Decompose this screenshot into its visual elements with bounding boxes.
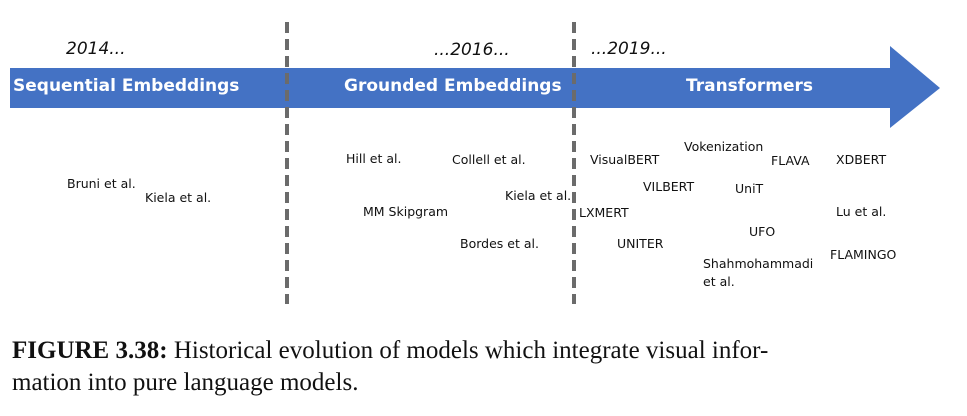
model-collell: Collell et al. — [452, 152, 526, 167]
model-vilbert: VILBERT — [643, 179, 695, 194]
segment-label-transformers: Transformers — [686, 76, 814, 96]
model-shahmohammadi: Shahmohammadi — [703, 256, 814, 271]
model-ufo: UFO — [749, 224, 776, 239]
model-flamingo: FLAMINGO — [830, 247, 897, 262]
model-bruni: Bruni et al. — [67, 176, 136, 191]
segment-label-sequential: Sequential Embeddings — [13, 76, 240, 96]
model-vokenization: Vokenization — [684, 139, 764, 154]
model-visualbert: VisualBERT — [590, 152, 660, 167]
model-uniter: UNITER — [617, 236, 664, 251]
model-xdbert: XDBERT — [836, 152, 887, 167]
figure-label: FIGURE 3.38: — [12, 337, 168, 364]
caption-text-line2: mation into pure language models. — [12, 369, 359, 396]
segment-label-grounded: Grounded Embeddings — [344, 76, 562, 96]
model-bordes: Bordes et al. — [460, 236, 539, 251]
year-label-2014: 2014... — [66, 39, 126, 59]
timeline-arrow-shape — [10, 46, 940, 128]
model-kiela-grounded: Kiela et al. — [505, 188, 572, 203]
timeline-arrow — [10, 46, 940, 128]
model-lxmert: LXMERT — [579, 205, 629, 220]
figure-caption: FIGURE 3.38: Historical evolution of mod… — [12, 335, 957, 399]
model-unit: UniT — [735, 181, 764, 196]
model-flava: FLAVA — [771, 153, 810, 168]
caption-text-line1: Historical evolution of models which int… — [173, 337, 769, 364]
model-mm-skipgram: MM Skipgram — [363, 204, 449, 219]
model-hill: Hill et al. — [346, 151, 402, 166]
year-label-2019: ...2019... — [591, 39, 667, 59]
era-divider-2 — [572, 22, 576, 304]
model-lu: Lu et al. — [836, 204, 887, 219]
model-kiela-sequential: Kiela et al. — [145, 190, 212, 205]
model-shahmohammadi-etal: et al. — [703, 274, 735, 289]
era-divider-1 — [285, 22, 289, 304]
year-label-2016: ...2016... — [434, 40, 510, 60]
